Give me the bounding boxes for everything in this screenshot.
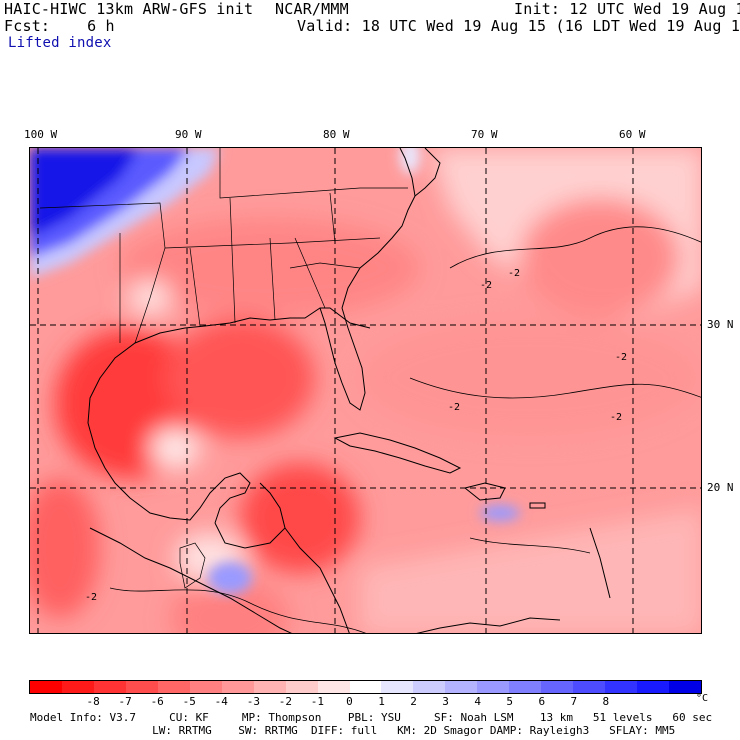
colorbar-swatch <box>157 681 190 693</box>
colorbar-swatch <box>509 681 542 693</box>
colorbar-swatch <box>93 681 126 693</box>
colorbar-tick-label: 6 <box>538 695 546 708</box>
contour-label-group: -2 -2 -2 -2 -2 -2 <box>85 268 627 603</box>
colorbar-swatch <box>541 681 574 693</box>
colorbar-swatch <box>445 681 478 693</box>
model-info-line2: LW: RRTMG SW: RRTMG DIFF: full KM: 2D Sm… <box>119 724 676 737</box>
colorbar-tick-label: 4 <box>474 695 481 708</box>
graticule <box>30 148 701 633</box>
model-info-line1: Model Info: V3.7 CU: KF MP: Thompson PBL… <box>30 711 713 724</box>
colorbar-tick-label: 7 <box>570 695 578 708</box>
colorbar-tick-label: -6 <box>150 695 164 708</box>
colorbar-tick-label: -2 <box>278 695 292 708</box>
colorbar-swatch <box>637 681 670 693</box>
colorbar-swatch <box>413 681 446 693</box>
field-shading <box>30 148 701 633</box>
colorbar-swatch <box>477 681 510 693</box>
colorbar-swatch <box>253 681 286 693</box>
contour-lines <box>109 226 701 633</box>
lon-label-100w: 100 W <box>24 128 58 141</box>
colorbar-tick-label: 0 <box>346 695 353 708</box>
field-name: Lifted index <box>8 35 112 51</box>
lat-label-20n: 20 N <box>707 481 734 494</box>
stable-region <box>30 148 520 594</box>
colorbar-swatch <box>381 681 414 693</box>
lon-label-60w: 60 W <box>619 128 646 141</box>
lon-label-90w: 90 W <box>175 128 202 141</box>
lon-label-70w: 70 W <box>471 128 498 141</box>
contour-label: -2 <box>610 412 622 423</box>
lat-label-30n: 30 N <box>707 318 734 331</box>
colorbar-tick-label: -5 <box>182 695 196 708</box>
lifted-index-map: -2 -2 -2 -2 -2 -2 <box>29 147 702 634</box>
colorbar-swatch <box>317 681 350 693</box>
coastlines <box>87 148 611 633</box>
colorbar-swatch <box>573 681 606 693</box>
colorbar-tick-label: -1 <box>310 695 325 708</box>
colorbar <box>29 680 702 694</box>
model-title: HAIC-HIWC 13km ARW-GFS init <box>4 0 254 18</box>
forecast-hour: Fcst: 6 h <box>4 17 115 35</box>
colorbar-swatch <box>189 681 222 693</box>
colorbar-swatch <box>30 681 62 693</box>
colorbar-swatch <box>669 681 702 693</box>
init-time: Init: 12 UTC Wed 19 Aug 15 <box>514 0 740 18</box>
colorbar-tick-label: -4 <box>214 695 228 708</box>
colorbar-swatch <box>285 681 318 693</box>
colorbar-swatch <box>221 681 254 693</box>
org-label: NCAR/MMM <box>275 0 349 18</box>
contour-label: -2 <box>480 280 492 291</box>
map-canvas: -2 -2 -2 -2 -2 -2 <box>30 148 701 633</box>
contour-label: -2 <box>615 352 627 363</box>
colorbar-tick-label: -3 <box>246 695 260 708</box>
colorbar-swatch <box>605 681 638 693</box>
contour-label: -2 <box>508 268 520 279</box>
colorbar-unit: °C <box>696 693 709 704</box>
colorbar-tick-label: 2 <box>410 695 417 708</box>
contour-label: -2 <box>85 592 97 603</box>
contour-label: -2 <box>448 402 460 413</box>
colorbar-tick-label: 5 <box>506 695 514 708</box>
colorbar-tick-label: 3 <box>442 695 449 708</box>
colorbar-swatch <box>349 681 382 693</box>
colorbar-tick-label: 8 <box>602 695 610 708</box>
colorbar-swatch <box>125 681 158 693</box>
colorbar-swatch <box>61 681 94 693</box>
valid-time: Valid: 18 UTC Wed 19 Aug 15 (16 LDT Wed … <box>297 17 740 35</box>
colorbar-tick-label: -8 <box>86 695 100 708</box>
colorbar-tick-label: 1 <box>378 695 385 708</box>
colorbar-tick-label: -7 <box>118 695 132 708</box>
lon-label-80w: 80 W <box>323 128 350 141</box>
